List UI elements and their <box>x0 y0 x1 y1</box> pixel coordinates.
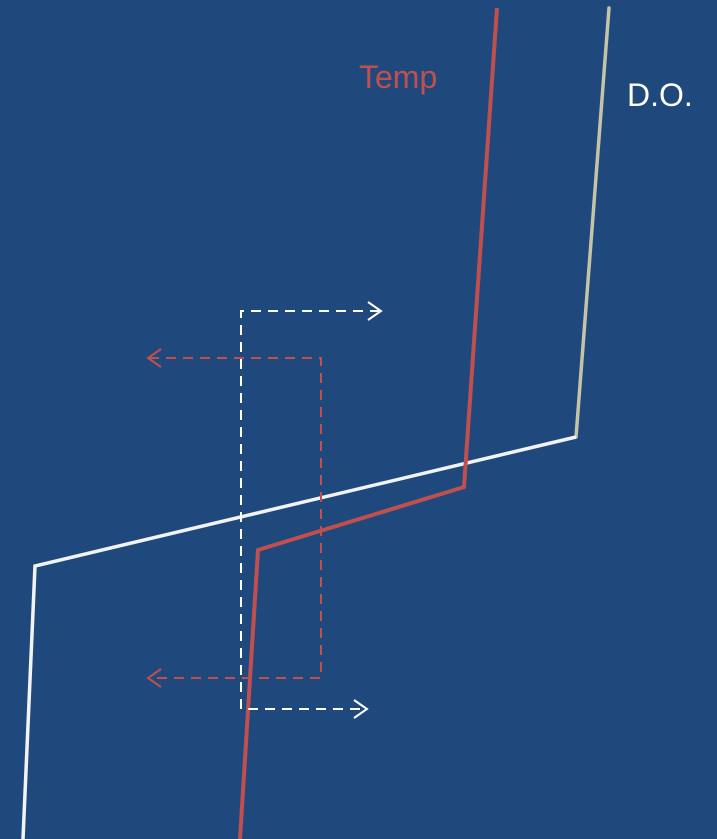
red-dashed-bracket <box>149 357 322 679</box>
temp-label: Temp <box>359 59 438 95</box>
arrow-head-upper-right-icon <box>367 301 383 321</box>
temp-profile-line <box>238 7 499 839</box>
arrow-head-lower-left-icon <box>146 668 162 688</box>
arrow-head-upper-left-icon <box>146 348 162 368</box>
do-label: D.O. <box>627 77 693 113</box>
white-dashed-bracket <box>240 310 380 710</box>
arrow-head-lower-right-icon <box>353 699 369 719</box>
do-profile-lower-line <box>21 435 577 839</box>
do-profile-upper-line <box>574 6 611 439</box>
